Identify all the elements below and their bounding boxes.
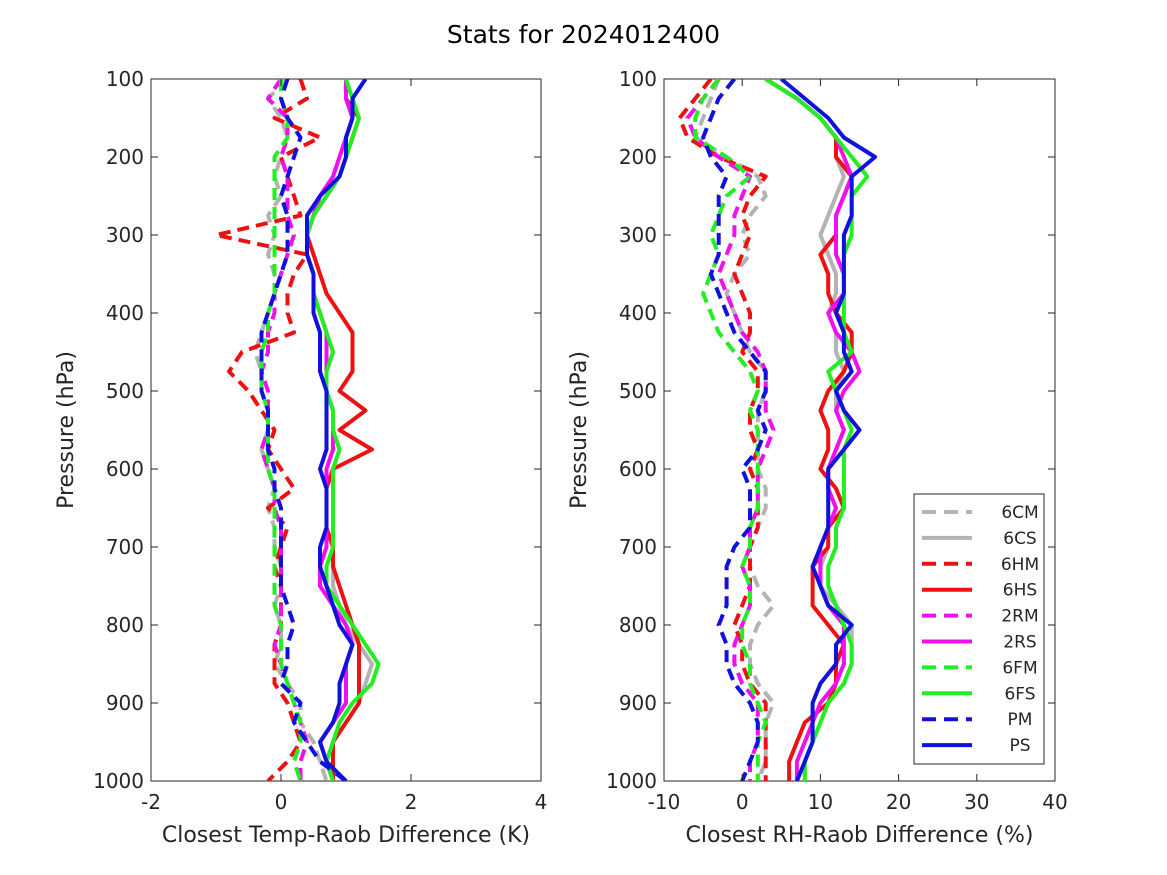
- legend-label-6FM: 6FM: [1002, 658, 1037, 678]
- rh-ytick-label: 600: [619, 457, 657, 481]
- rh-series-PS: [780, 79, 878, 781]
- temp-series-PM: [259, 79, 348, 781]
- rh-xtick-label: 40: [1042, 790, 1067, 814]
- rh-ytick-label: 900: [619, 691, 657, 715]
- temp-panel: -2 0 2 4 100 200 300 400 500 600 700 800 900 1000 Clos…: [54, 67, 547, 848]
- legend-label-2RS: 2RS: [1003, 633, 1036, 653]
- temp-series-PS: [305, 79, 368, 781]
- rh-ytick-label: 200: [619, 145, 657, 169]
- temp-ytick-label: 200: [106, 145, 144, 169]
- temp-ytick-label: 700: [106, 535, 144, 559]
- rh-ytick-label: 400: [619, 301, 657, 325]
- temp-ytick-label: 900: [106, 691, 144, 715]
- rh-ytick-label: 700: [619, 535, 657, 559]
- legend-label-6CM: 6CM: [1001, 503, 1038, 523]
- rh-xtick-label: 10: [808, 790, 833, 814]
- legend-label-2RM: 2RM: [1001, 607, 1038, 627]
- rh-x-axis-label: Closest RH-Raob Difference (%): [686, 823, 1034, 848]
- temp-ytick-label: 300: [106, 223, 144, 247]
- figure-title: Stats for 2024012400: [446, 20, 721, 49]
- rh-series-2RS: [764, 79, 862, 781]
- temp-y-axis-label: Pressure (hPa): [54, 351, 79, 509]
- rh-ytick-label: 300: [619, 223, 657, 247]
- temp-xtick-label: 2: [405, 790, 418, 814]
- rh-xtick-label: 0: [736, 790, 749, 814]
- legend: 6CM 6CS 6HM 6HS 2RM 2RS 6FM 6FS PM PS: [913, 493, 1045, 765]
- temp-series-6FM: [259, 79, 303, 781]
- temp-ytick-label: 500: [106, 379, 144, 403]
- rh-ytick-label: 100: [619, 67, 657, 91]
- temp-ytick-label: 400: [106, 301, 144, 325]
- rh-y-axis-label: Pressure (hPa): [567, 351, 592, 509]
- temp-ytick-label: 800: [106, 613, 144, 637]
- rh-xtick-label: -10: [648, 790, 681, 814]
- temp-series-group: [214, 79, 381, 781]
- temp-series-6CM: [253, 79, 329, 781]
- legend-label-6HM: 6HM: [1001, 555, 1039, 575]
- legend-label-6FS: 6FS: [1004, 684, 1035, 704]
- rh-xtick-label: 20: [886, 790, 911, 814]
- rh-series-group: [677, 79, 878, 781]
- rh-series-6FM: [693, 79, 768, 781]
- rh-series-PM: [701, 79, 768, 781]
- rh-series-2RM: [685, 79, 776, 781]
- legend-label-PM: PM: [1008, 710, 1033, 730]
- rh-ytick-label: 500: [619, 379, 657, 403]
- temp-x-axis-label: Closest Temp-Raob Difference (K): [162, 823, 530, 848]
- temp-xtick-label: 4: [535, 790, 548, 814]
- temp-xtick-label: 0: [275, 790, 288, 814]
- rh-ytick-label: 800: [619, 613, 657, 637]
- temp-series-6HM: [214, 79, 322, 781]
- temp-ytick-label: 1000: [93, 769, 144, 793]
- rh-ytick-label: 1000: [606, 769, 657, 793]
- temp-series-6FS: [305, 79, 381, 781]
- legend-label-PS: PS: [1009, 736, 1030, 756]
- temp-ytick-label: 100: [106, 67, 144, 91]
- temp-xtick-label: -2: [141, 790, 161, 814]
- temp-ytick-label: 600: [106, 457, 144, 481]
- rh-panel: -10 0 10 20 30 40 100 200 300 400 500 600 700 800 900 1…: [567, 67, 1068, 848]
- legend-label-6HS: 6HS: [1003, 581, 1037, 601]
- rh-xtick-label: 30: [964, 790, 989, 814]
- legend-label-6CS: 6CS: [1003, 529, 1036, 549]
